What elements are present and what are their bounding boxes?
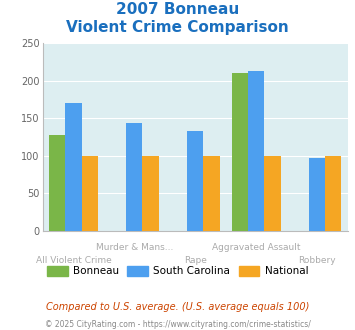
Text: All Violent Crime: All Violent Crime bbox=[36, 256, 111, 265]
Text: Compared to U.S. average. (U.S. average equals 100): Compared to U.S. average. (U.S. average … bbox=[46, 302, 309, 312]
Bar bbox=[65, 103, 82, 231]
Bar bbox=[248, 72, 264, 231]
Bar bbox=[126, 123, 142, 231]
Text: Robbery: Robbery bbox=[298, 256, 336, 265]
Text: Rape: Rape bbox=[184, 256, 207, 265]
Bar bbox=[325, 156, 342, 231]
Bar bbox=[309, 158, 325, 231]
Legend: Bonneau, South Carolina, National: Bonneau, South Carolina, National bbox=[43, 261, 312, 280]
Bar bbox=[82, 156, 98, 231]
Text: Aggravated Assault: Aggravated Assault bbox=[212, 243, 300, 251]
Bar bbox=[232, 73, 248, 231]
Text: 2007 Bonneau: 2007 Bonneau bbox=[116, 2, 239, 16]
Bar bbox=[264, 156, 280, 231]
Bar bbox=[49, 135, 65, 231]
Text: Violent Crime Comparison: Violent Crime Comparison bbox=[66, 20, 289, 35]
Bar bbox=[203, 156, 220, 231]
Text: © 2025 CityRating.com - https://www.cityrating.com/crime-statistics/: © 2025 CityRating.com - https://www.city… bbox=[45, 320, 310, 329]
Bar bbox=[142, 156, 159, 231]
Text: Murder & Mans...: Murder & Mans... bbox=[95, 243, 173, 251]
Bar bbox=[187, 131, 203, 231]
